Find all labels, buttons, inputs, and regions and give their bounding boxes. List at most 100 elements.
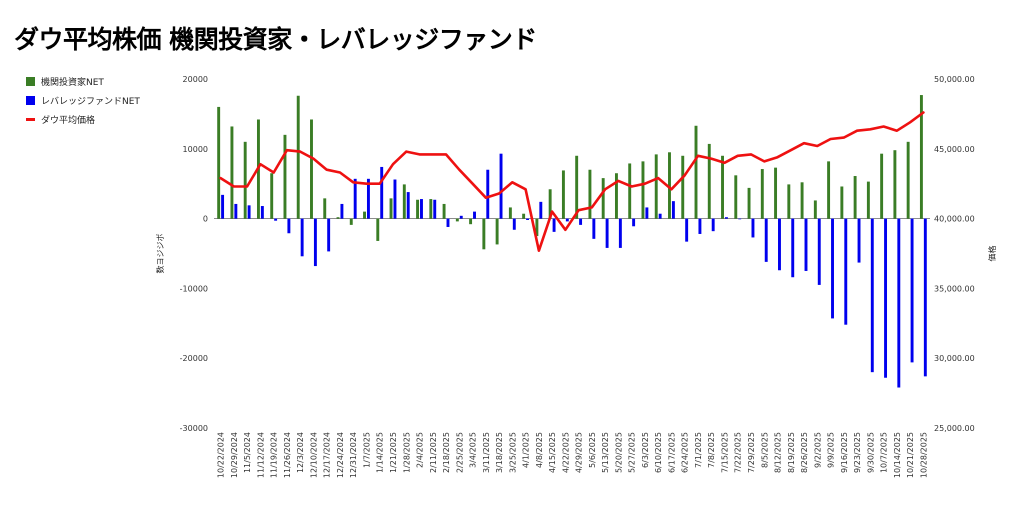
x-tick-label: 5/27/2025	[628, 432, 637, 473]
x-tick-label: 9/16/2025	[840, 432, 849, 473]
bar-institutional	[774, 167, 778, 219]
bar-leveraged	[764, 218, 768, 262]
bar-institutional	[866, 181, 870, 219]
bar-institutional	[654, 154, 658, 219]
y-right-tick-label: 45,000.00	[934, 145, 975, 154]
x-tick-label: 1/21/2025	[389, 432, 398, 473]
y-left-tick-label: 20000	[183, 75, 208, 84]
bar-institutional	[349, 218, 353, 225]
x-tick-label: 7/29/2025	[747, 432, 756, 473]
bar-institutional	[694, 125, 698, 219]
bar-leveraged	[393, 179, 397, 219]
x-tick-label: 2/25/2025	[455, 432, 464, 473]
x-tick-label: 9/30/2025	[866, 432, 875, 473]
x-tick-label: 10/14/2025	[893, 432, 902, 478]
y-right-tick-label: 50,000.00	[934, 75, 975, 84]
y-left-axis-title: 数ヨジジボ	[155, 234, 165, 274]
bar-institutional	[681, 155, 685, 219]
line-dow	[219, 111, 925, 252]
x-tick-label: 1/28/2025	[402, 432, 411, 473]
y-left-tick-label: -20000	[180, 354, 208, 363]
bar-leveraged	[433, 199, 437, 219]
bar-institutional	[495, 218, 499, 245]
bar-institutional	[787, 184, 791, 219]
x-tick-label: 12/3/2024	[296, 432, 305, 473]
x-tick-label: 4/8/2025	[535, 432, 544, 468]
bar-institutional	[707, 143, 711, 219]
x-tick-label: 9/2/2025	[813, 432, 822, 468]
x-tick-label: 11/5/2024	[243, 432, 252, 473]
legend-item-institutional: 機関投資家NET	[26, 72, 140, 91]
x-tick-label: 9/23/2025	[853, 432, 862, 473]
x-tick-label: 4/15/2025	[548, 432, 557, 473]
x-tick-label: 1/7/2025	[363, 432, 372, 468]
bar-institutional	[813, 200, 817, 219]
x-tick-label: 2/4/2025	[416, 432, 425, 468]
bar-leveraged	[287, 218, 291, 234]
bar-institutional	[376, 218, 380, 241]
x-tick-label: 7/15/2025	[721, 432, 730, 473]
x-tick-label: 12/17/2024	[323, 432, 332, 478]
legend: 機関投資家NET レバレッジファンドNET ダウ平均価格	[26, 72, 140, 129]
bar-institutional	[880, 153, 884, 219]
bar-leveraged	[313, 218, 317, 267]
x-tick-label: 7/8/2025	[707, 432, 716, 468]
y-left-tick-label: 10000	[183, 145, 208, 154]
bar-leveraged	[274, 218, 278, 221]
x-tick-label: 6/3/2025	[641, 432, 650, 468]
bar-institutional	[535, 218, 539, 237]
bar-institutional	[363, 211, 366, 219]
x-tick-label: 8/19/2025	[787, 432, 796, 473]
x-tick-label: 11/12/2024	[256, 432, 265, 478]
x-tick-label: 4/29/2025	[575, 432, 584, 473]
y-right-tick-label: 40,000.00	[934, 215, 975, 224]
x-tick-label: 10/28/2025	[919, 432, 928, 478]
x-tick-label: 10/22/2024	[217, 432, 226, 478]
x-tick-label: 9/9/2025	[827, 432, 836, 468]
x-tick-label: 3/18/2025	[495, 432, 504, 473]
bar-institutional	[827, 161, 831, 219]
bar-leveraged	[817, 218, 821, 285]
bar-institutional	[230, 126, 234, 219]
bar-leveraged	[844, 218, 848, 325]
legend-label-dow: ダウ平均価格	[41, 116, 96, 126]
bar-leveraged	[446, 218, 450, 227]
bar-leveraged	[473, 211, 476, 219]
bar-leveraged	[420, 199, 423, 219]
bar-leveraged	[592, 218, 596, 239]
bar-leveraged	[605, 218, 609, 248]
y-right-tick-label: 25,000.00	[934, 424, 975, 433]
bar-institutional	[469, 218, 473, 225]
y-left-tick-label: -30000	[180, 424, 208, 433]
bar-institutional	[270, 173, 274, 219]
x-tick-label: 6/17/2025	[667, 432, 676, 473]
bar-institutional	[747, 187, 751, 219]
y-left-tick-label: 0	[203, 215, 208, 224]
legend-label-leveraged: レバレッジファンドNET	[41, 97, 140, 107]
bar-institutional	[442, 203, 446, 219]
x-tick-label: 6/24/2025	[681, 432, 690, 473]
bar-leveraged	[234, 203, 238, 219]
x-tick-label: 6/10/2025	[654, 432, 663, 473]
bar-institutional	[548, 189, 552, 219]
x-tick-label: 10/7/2025	[880, 432, 889, 473]
x-tick-label: 7/22/2025	[734, 432, 743, 473]
bar-leveraged	[247, 205, 251, 219]
legend-label-institutional: 機関投資家NET	[41, 78, 104, 88]
bar-leveraged	[260, 206, 264, 219]
bar-leveraged	[923, 218, 927, 377]
bar-institutional	[853, 176, 857, 219]
x-tick-label: 4/1/2025	[522, 432, 531, 468]
bar-leveraged	[380, 166, 384, 219]
x-tick-label: 3/4/2025	[469, 432, 478, 468]
x-tick-label: 7/1/2025	[694, 432, 703, 468]
legend-item-leveraged: レバレッジファンドNET	[26, 91, 140, 110]
bar-institutional	[243, 141, 247, 219]
bar-leveraged	[512, 218, 516, 230]
bar-leveraged	[579, 218, 583, 225]
chart-title: ダウ平均株価 機関投資家・レバレッジファンド	[14, 25, 537, 54]
x-tick-label: 12/24/2024	[336, 432, 345, 478]
bar-leveraged	[366, 178, 370, 219]
bar-institutional	[614, 173, 618, 219]
bar-leveraged	[327, 218, 331, 252]
